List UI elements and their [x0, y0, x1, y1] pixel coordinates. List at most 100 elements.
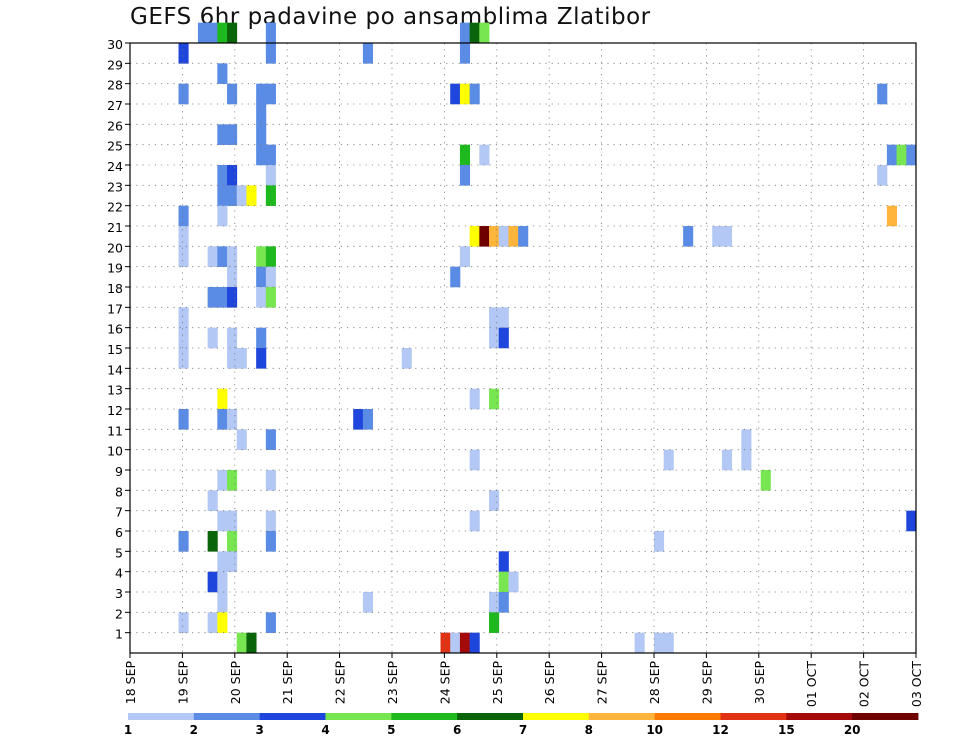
y-tick-label: 20 — [107, 240, 123, 255]
heatmap-cell — [265, 531, 276, 552]
heatmap-cell — [227, 83, 238, 105]
heatmap-cell — [450, 266, 461, 288]
x-tick-label: 24 SEP — [437, 661, 452, 705]
heatmap-cell — [227, 124, 238, 145]
x-tick-label: 02 OCT — [857, 661, 872, 707]
colorbar-swatch — [523, 713, 590, 720]
heatmap-cell — [217, 551, 228, 572]
heatmap-cell — [227, 348, 238, 369]
x-tick-label: 03 OCT — [909, 661, 924, 707]
heatmap-cell — [459, 632, 471, 654]
heatmap-cell — [178, 348, 189, 369]
heatmap-cell — [469, 22, 480, 44]
heatmap-cell — [178, 531, 189, 552]
heatmap-cell — [265, 246, 276, 267]
y-tick-label: 15 — [107, 342, 123, 357]
heatmap-cell — [498, 307, 509, 328]
heatmap-cell — [217, 287, 228, 308]
heatmap-cell — [256, 287, 267, 308]
heatmap-cell — [265, 22, 276, 44]
heatmap-cell — [265, 287, 276, 308]
heatmap-cell — [207, 287, 218, 308]
heatmap-cell — [178, 327, 189, 349]
y-tick-label: 4 — [115, 566, 123, 581]
heatmap-cell — [450, 632, 461, 654]
heatmap-cell — [886, 144, 897, 166]
heatmap-cell — [246, 185, 257, 206]
heatmap-cell — [712, 226, 723, 247]
heatmap-cell — [236, 632, 247, 654]
x-tick-label: 29 SEP — [699, 661, 714, 705]
heatmap-cell — [178, 409, 189, 430]
heatmap-cell — [721, 449, 733, 471]
heatmap-cell — [217, 185, 228, 206]
heatmap-cell — [227, 510, 238, 532]
heatmap-cell — [440, 632, 451, 654]
heatmap-cell — [265, 612, 276, 633]
heatmap-cell — [469, 388, 480, 410]
colorbar-label: 15 — [778, 723, 795, 737]
heatmap-cell — [459, 43, 471, 64]
heatmap-cell — [721, 226, 733, 247]
colorbar-swatch — [852, 713, 919, 720]
heatmap-cell — [469, 449, 480, 471]
heatmap-cell — [227, 165, 238, 186]
y-tick-label: 11 — [107, 423, 123, 438]
heatmap-cell — [877, 83, 888, 105]
heatmap-cell — [489, 490, 500, 511]
colorbar-label: 1 — [124, 723, 132, 737]
heatmap-cell — [362, 592, 373, 613]
heatmap-cell — [459, 144, 471, 166]
colorbar-label: 5 — [387, 723, 395, 737]
y-tick-label: 30 — [107, 37, 123, 52]
heatmap-cell — [459, 22, 471, 44]
heatmap-cell — [227, 287, 238, 308]
heatmap-cell — [401, 348, 412, 369]
y-tick-label: 13 — [107, 383, 123, 398]
y-tick-label: 3 — [115, 586, 123, 601]
heatmap-cell — [498, 551, 509, 572]
heatmap-cell — [469, 510, 480, 532]
colorbar-swatch — [259, 713, 326, 720]
heatmap-cell — [362, 409, 373, 430]
x-tick-label: 23 SEP — [385, 661, 400, 705]
heatmap-cell — [498, 592, 509, 613]
heatmap-cell — [265, 185, 276, 206]
colorbar-swatch — [391, 713, 458, 720]
heatmap-cell — [256, 144, 267, 166]
heatmap-cell — [227, 409, 238, 430]
y-tick-label: 19 — [107, 261, 123, 276]
y-tick-label: 14 — [107, 362, 123, 377]
heatmap-cell — [207, 490, 218, 511]
colorbar-swatch — [457, 713, 524, 720]
heatmap-cell — [178, 43, 189, 64]
heatmap-cell — [207, 531, 218, 552]
x-tick-label: 20 SEP — [228, 661, 243, 705]
colorbar-swatch — [720, 713, 787, 720]
y-tick-label: 2 — [115, 606, 123, 621]
y-tick-label: 26 — [107, 118, 123, 133]
heatmap-cell — [178, 246, 189, 267]
x-tick-label: 26 SEP — [542, 661, 557, 705]
heatmap-cell — [489, 327, 500, 349]
heatmap-cell — [469, 632, 480, 654]
colorbar-label: 8 — [585, 723, 593, 737]
heatmap-cell — [265, 470, 276, 491]
x-tick-label: 25 SEP — [490, 661, 505, 705]
heatmap-cell — [469, 226, 480, 247]
colorbar-swatch — [128, 713, 195, 720]
y-tick-label: 25 — [107, 139, 123, 154]
heatmap-cell — [265, 83, 276, 105]
colorbar-label: 6 — [453, 723, 461, 737]
heatmap-cell — [207, 22, 218, 44]
heatmap-cell — [489, 388, 500, 410]
y-tick-label: 18 — [107, 281, 123, 296]
y-tick-label: 6 — [115, 525, 123, 540]
heatmap-cell — [741, 449, 752, 471]
heatmap-cell — [236, 429, 247, 450]
heatmap-cell — [217, 592, 228, 613]
heatmap-cell — [265, 43, 276, 64]
heatmap-cell — [178, 205, 189, 227]
x-tick-label: 27 SEP — [595, 661, 610, 705]
y-tick-label: 8 — [115, 484, 123, 499]
